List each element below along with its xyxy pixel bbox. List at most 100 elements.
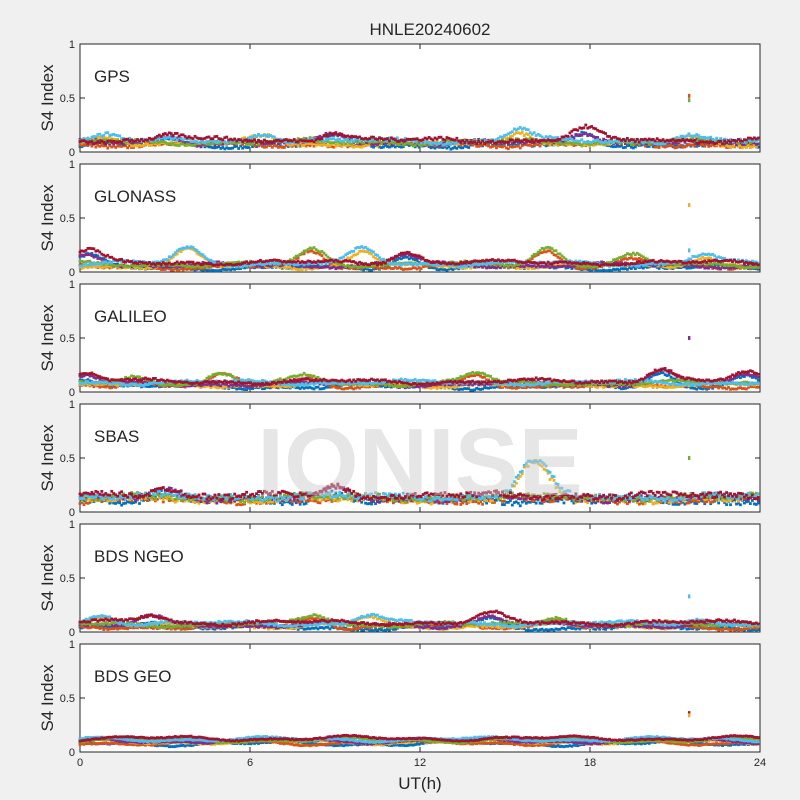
data-point	[651, 137, 655, 141]
data-point	[501, 143, 504, 147]
data-point	[481, 144, 485, 148]
data-point	[308, 265, 312, 269]
y-tick-label: 0	[69, 147, 75, 159]
data-point	[389, 138, 393, 142]
data-point	[745, 141, 748, 145]
data-point	[386, 138, 389, 142]
data-point	[481, 142, 485, 146]
data-point	[306, 142, 310, 145]
data-point	[241, 136, 245, 140]
data-point	[481, 139, 485, 143]
data-point	[558, 143, 562, 146]
data-point	[374, 265, 377, 269]
data-point	[356, 136, 360, 139]
data-point	[318, 143, 322, 147]
data-point	[140, 266, 143, 270]
data-point	[376, 261, 379, 264]
data-point	[524, 265, 528, 269]
data-point	[548, 143, 552, 147]
data-point	[665, 138, 669, 142]
data-point	[86, 253, 90, 256]
data-point	[310, 142, 314, 146]
data-point	[340, 134, 344, 138]
data-point	[169, 132, 173, 135]
spike-point	[687, 203, 691, 208]
data-point	[397, 256, 401, 260]
data-point	[417, 261, 421, 264]
data-point	[596, 269, 600, 273]
data-point	[342, 134, 346, 138]
data-point	[165, 136, 169, 139]
data-point	[554, 249, 558, 253]
data-point	[151, 137, 155, 141]
data-point	[215, 265, 219, 269]
data-point	[510, 138, 514, 142]
data-point	[675, 139, 679, 142]
data-point	[153, 140, 157, 144]
data-point	[86, 266, 90, 270]
data-point	[84, 140, 88, 144]
data-point	[274, 144, 278, 148]
data-point	[651, 140, 655, 144]
data-point	[372, 250, 375, 254]
data-point	[431, 266, 435, 270]
data-point	[130, 141, 133, 145]
data-point	[110, 138, 114, 142]
data-point	[306, 139, 310, 143]
data-point	[510, 130, 514, 134]
data-point	[548, 249, 552, 253]
data-point	[92, 142, 96, 146]
data-point	[590, 143, 594, 146]
data-point	[86, 141, 90, 145]
data-point	[169, 268, 173, 272]
data-point	[512, 142, 516, 145]
data-point	[278, 141, 282, 145]
data-point	[417, 138, 421, 142]
data-point	[340, 265, 344, 269]
data-point	[171, 143, 175, 147]
data-point	[368, 139, 371, 143]
data-point	[358, 267, 362, 271]
data-point	[510, 134, 514, 138]
data-point	[155, 267, 159, 270]
data-point	[457, 267, 461, 271]
data-point	[306, 265, 310, 269]
data-point	[626, 139, 629, 143]
data-point	[346, 140, 350, 144]
data-point	[294, 139, 298, 142]
data-point	[134, 266, 137, 270]
data-point	[326, 132, 330, 136]
data-point	[199, 137, 203, 140]
data-point	[261, 140, 264, 144]
data-point	[495, 141, 498, 145]
data-point	[90, 254, 94, 258]
data-point	[407, 253, 411, 257]
data-point	[272, 265, 276, 269]
data-point	[314, 251, 318, 255]
data-point	[211, 142, 215, 146]
data-point	[328, 134, 332, 138]
data-point	[756, 267, 760, 271]
data-point	[213, 139, 217, 143]
data-point	[263, 142, 266, 146]
data-point	[336, 266, 340, 270]
data-point	[165, 142, 169, 146]
data-point	[189, 263, 193, 267]
data-point	[108, 266, 112, 270]
data-point	[108, 135, 112, 139]
data-point	[167, 135, 171, 139]
data-point	[639, 140, 643, 144]
data-point	[447, 136, 451, 140]
data-point	[626, 268, 629, 271]
data-point	[522, 134, 526, 137]
data-point	[338, 143, 342, 147]
data-point	[150, 139, 153, 143]
data-point	[316, 265, 320, 269]
data-point	[651, 145, 655, 149]
data-point	[687, 266, 691, 270]
data-point	[251, 134, 254, 138]
data-point	[300, 263, 304, 267]
data-point	[739, 139, 742, 143]
data-point	[578, 139, 582, 143]
data-point	[366, 250, 369, 254]
